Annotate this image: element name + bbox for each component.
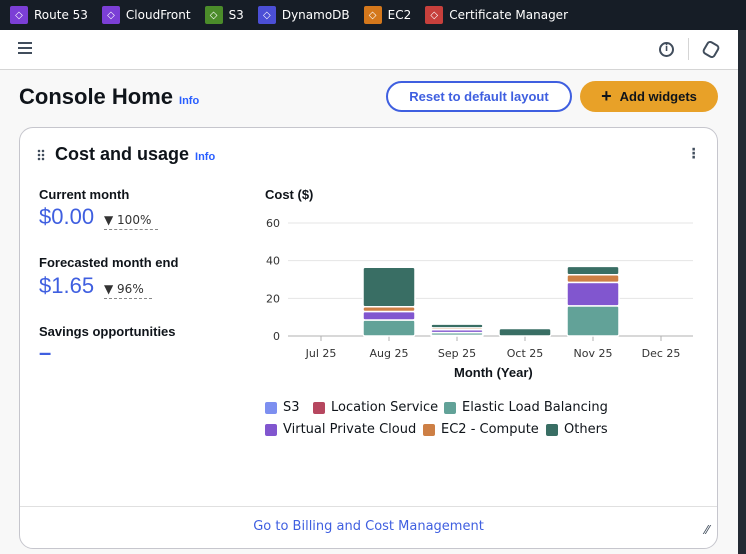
service-label: CloudFront [125,8,191,22]
legend-swatch [265,401,277,414]
info-circle-icon[interactable]: i [659,42,674,57]
add-widgets-button[interactable]: + Add widgets [580,81,718,112]
settings-icon[interactable] [701,39,721,60]
drag-handle-icon[interactable] [37,149,45,161]
legend-item[interactable]: Virtual Private Cloud [265,422,416,437]
current-month-value: $0.00 [39,204,95,229]
resize-handle-icon[interactable]: ⁄⁄ [704,523,709,537]
reset-layout-button[interactable]: Reset to default layout [386,81,572,112]
widget-title-text: Cost and usage [55,144,190,164]
legend-item[interactable]: Location Service [313,400,438,415]
page-title-text: Console Home [19,84,174,109]
service-shortcut[interactable]: ◇ S3 [204,6,244,24]
forecast-value: $1.65 [39,273,95,298]
page-title: Console Home Info [19,84,199,110]
savings-label: Savings opportunities [39,324,176,339]
divider [688,38,689,60]
service-label: Route 53 [34,8,88,22]
certificate-manager-icon: ◇ [425,6,444,24]
legend-item[interactable]: S3 [265,400,300,415]
cloudfront-icon: ◇ [101,6,120,24]
scrollbar[interactable] [738,30,746,554]
service-label: Certificate Manager [449,8,568,22]
legend-label: Location Service [331,400,439,415]
service-label: S3 [228,8,244,22]
service-label: EC2 [387,8,412,22]
legend-item[interactable]: Elastic Load Balancing [444,400,608,415]
down-triangle-icon: ▼ [104,213,118,227]
current-month-change[interactable]: ▼ 100% [104,213,158,230]
legend-item[interactable]: Others [546,422,608,437]
route53-icon: ◇ [10,6,28,24]
chart-ylabel: Cost ($) [265,187,314,202]
more-actions-icon[interactable]: · · · [691,142,697,166]
service-shortcut[interactable]: ◇ CloudFront [101,6,191,24]
widget-info-link[interactable]: Info [195,151,216,163]
add-widgets-label: Add widgets [619,89,697,104]
forecast-change-text: 96% [117,282,144,296]
cost-usage-widget: Cost and usage Info · · · Current month $0.… [19,127,718,549]
menu-icon[interactable] [18,42,32,54]
navigation-bar: i [0,30,738,70]
legend-label: EC2 - Compute [441,422,539,437]
plus-icon: + [601,86,612,106]
legend-label: Elastic Load Balancing [462,400,608,415]
s3-icon: ◇ [204,6,223,24]
service-shortcut[interactable]: ◇ Certificate Manager [425,6,568,24]
forecast-label: Forecasted month end [39,255,179,270]
chart-xlabel: Month (Year) [454,365,533,380]
service-label: DynamoDB [281,8,350,22]
billing-link[interactable]: Go to Billing and Cost Management [253,519,484,534]
widget-title: Cost and usage Info [55,144,215,165]
legend-swatch [313,401,325,414]
savings-value: – [39,340,52,365]
legend-swatch [546,423,558,436]
legend-label: S3 [283,400,300,415]
service-shortcut[interactable]: ◇ EC2 [363,6,412,24]
current-month-label: Current month [39,187,130,202]
dynamodb-icon: ◇ [257,6,276,24]
legend-item[interactable]: EC2 - Compute [423,422,539,437]
info-link[interactable]: Info [179,95,200,107]
legend-swatch [444,401,456,414]
forecast-change[interactable]: ▼ 96% [104,282,152,299]
service-shortcut[interactable]: ◇ Route 53 [10,6,88,24]
ec2-icon: ◇ [363,6,382,24]
legend-swatch [265,423,277,436]
widget-footer: Go to Billing and Cost Management ⁄⁄ [20,506,717,548]
current-change-text: 100% [117,213,152,227]
service-shortcut[interactable]: ◇ DynamoDB [257,6,350,24]
legend-label: Virtual Private Cloud [283,422,417,437]
down-triangle-icon: ▼ [104,282,118,296]
services-favorites-bar: ◇ Route 53 ◇ CloudFront ◇ S3 ◇ DynamoDB ◇ EC2 ◇ Cer… [0,0,746,30]
legend-swatch [423,423,435,436]
legend-label: Others [564,422,608,437]
